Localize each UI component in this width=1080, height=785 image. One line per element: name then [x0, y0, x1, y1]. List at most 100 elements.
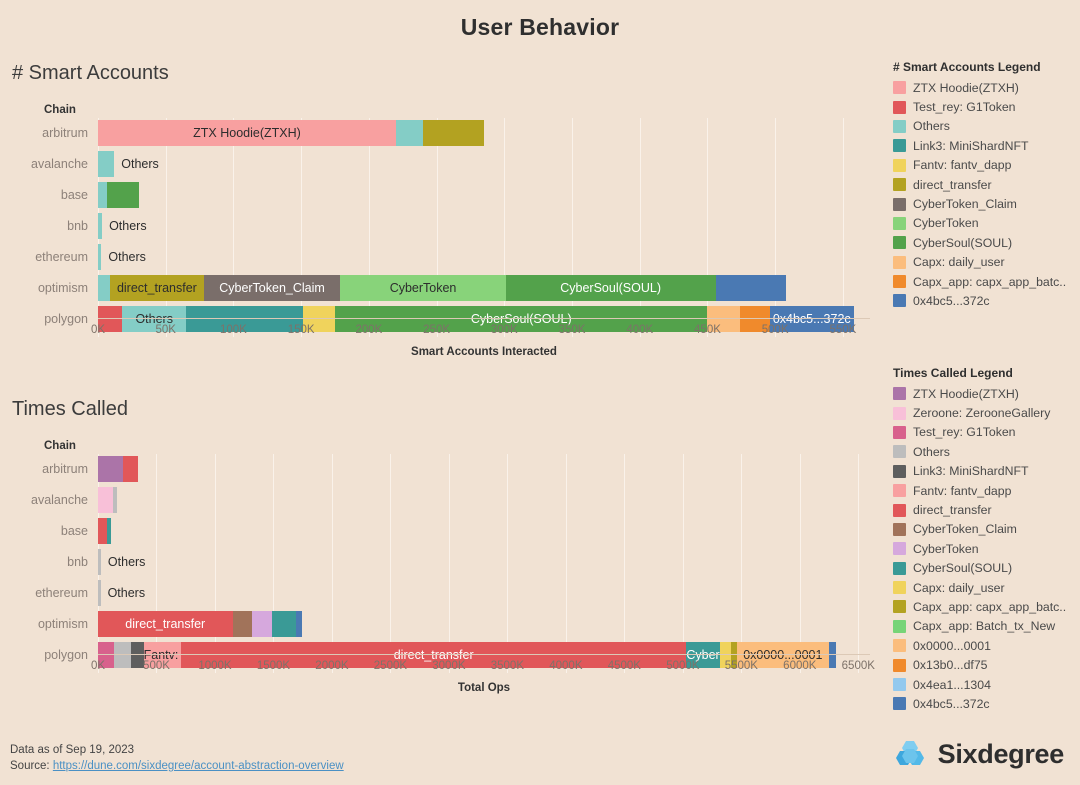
- legend-item[interactable]: Capx: daily_user: [893, 253, 1078, 272]
- bar-row[interactable]: Others: [12, 549, 872, 575]
- bar-segment[interactable]: [271, 611, 297, 637]
- bar-segment[interactable]: [98, 518, 108, 544]
- bar-segment[interactable]: [122, 306, 187, 332]
- bar-segment[interactable]: [340, 275, 506, 301]
- bar-row[interactable]: direct_transfer: [12, 611, 872, 637]
- gridline: [449, 454, 450, 673]
- bar-segment[interactable]: [98, 580, 101, 606]
- legend-item[interactable]: direct_transfer: [893, 500, 1078, 519]
- bar-segment[interactable]: [107, 518, 112, 544]
- bar-segment[interactable]: [829, 642, 837, 668]
- legend-item[interactable]: direct_transfer: [893, 175, 1078, 194]
- bar-row[interactable]: [12, 518, 872, 544]
- legend-item[interactable]: CyberSoul(SOUL): [893, 233, 1078, 252]
- bar-segment[interactable]: [98, 213, 103, 239]
- bar-row[interactable]: Others: [12, 244, 872, 270]
- legend-item-label: Others: [913, 444, 950, 459]
- bar-segment[interactable]: [251, 611, 272, 637]
- bar-segment[interactable]: [707, 306, 740, 332]
- legend-item[interactable]: 0x13b0...df75: [893, 655, 1078, 674]
- bar-segment[interactable]: [302, 306, 335, 332]
- bar-segment[interactable]: [98, 487, 114, 513]
- legend-item[interactable]: CyberSoul(SOUL): [893, 559, 1078, 578]
- bar-segment[interactable]: [131, 642, 144, 668]
- bar-row[interactable]: [12, 182, 872, 208]
- bar-segment[interactable]: [296, 611, 303, 637]
- bar-segment[interactable]: [769, 306, 854, 332]
- legend-item-label: CyberToken: [913, 541, 979, 556]
- x-axis-tick: 3000K: [432, 660, 466, 672]
- bar-segment[interactable]: [113, 642, 132, 668]
- bar-segment[interactable]: [113, 487, 118, 513]
- legend-item[interactable]: CyberToken: [893, 214, 1078, 233]
- bar-row[interactable]: direct_transfer CyberToken_Claim CyberToke…: [12, 275, 872, 301]
- legend-item[interactable]: 0x4bc5...372c: [893, 694, 1078, 713]
- legend-item[interactable]: Others: [893, 117, 1078, 136]
- legend-item[interactable]: 0x4bc5...372c: [893, 291, 1078, 310]
- bar-segment[interactable]: [98, 642, 114, 668]
- bar-segment[interactable]: [143, 642, 182, 668]
- bar-segment[interactable]: [98, 120, 396, 146]
- legend-swatch-icon: [893, 522, 906, 536]
- legend-item[interactable]: Capx_app: Batch_tx_New: [893, 617, 1078, 636]
- legend-item[interactable]: Test_rey: G1Token: [893, 97, 1078, 116]
- legend-item[interactable]: Others: [893, 442, 1078, 461]
- bar-segment[interactable]: [186, 306, 303, 332]
- legend-item[interactable]: 0x0000...0001: [893, 636, 1078, 655]
- legend-item-label: direct_transfer: [913, 503, 992, 518]
- legend-item[interactable]: Capx_app: capx_app_batc..: [893, 272, 1078, 291]
- bar-segment[interactable]: [110, 275, 204, 301]
- bar-segment[interactable]: [98, 275, 111, 301]
- bar-segment[interactable]: [335, 306, 708, 332]
- bar-row[interactable]: Others: [12, 213, 872, 239]
- legend-item[interactable]: Link3: MiniShardNFT: [893, 462, 1078, 481]
- bar-segment[interactable]: [98, 611, 233, 637]
- bar-segment[interactable]: [505, 275, 716, 301]
- legend-item[interactable]: CyberToken_Claim: [893, 194, 1078, 213]
- bar-segment[interactable]: [98, 306, 123, 332]
- legend-item[interactable]: CyberToken_Claim: [893, 520, 1078, 539]
- legend-item-label: Capx: daily_user: [913, 580, 1005, 595]
- legend-item[interactable]: Link3: MiniShardNFT: [893, 136, 1078, 155]
- legend-item[interactable]: Zeroone: ZerooneGallery: [893, 403, 1078, 422]
- bar-segment[interactable]: [98, 151, 115, 177]
- bar-segment[interactable]: [203, 275, 341, 301]
- row-label-ethereum: ethereum: [35, 250, 88, 264]
- bar-segment[interactable]: [181, 642, 687, 668]
- bar-segment[interactable]: [98, 244, 102, 270]
- legend-item[interactable]: Test_rey: G1Token: [893, 423, 1078, 442]
- legend-item[interactable]: ZTX Hoodie(ZTXH): [893, 78, 1078, 97]
- bar-segment[interactable]: [98, 182, 108, 208]
- bar-row[interactable]: [12, 487, 872, 513]
- x-axis-tick: 0K: [90, 660, 106, 672]
- legend-item[interactable]: ZTX Hoodie(ZTXH): [893, 384, 1078, 403]
- legend-item[interactable]: Capx: daily_user: [893, 578, 1078, 597]
- legend-item-label: Test_rey: G1Token: [913, 100, 1016, 115]
- legend-item[interactable]: Fantv: fantv_dapp: [893, 481, 1078, 500]
- bar-segment[interactable]: [720, 642, 732, 668]
- bar-segment[interactable]: [423, 120, 484, 146]
- bar-segment[interactable]: [232, 611, 252, 637]
- bar-segment[interactable]: [686, 642, 721, 668]
- bar-row[interactable]: Others: [12, 580, 872, 606]
- x-axis-tick: 0K: [90, 324, 106, 336]
- bar-segment[interactable]: [739, 306, 770, 332]
- legend-item[interactable]: Fantv: fantv_dapp: [893, 156, 1078, 175]
- bar-segment[interactable]: [395, 120, 424, 146]
- bar-row[interactable]: Others: [12, 151, 872, 177]
- data-as-of-line: Data as of Sep 19, 2023: [10, 742, 344, 758]
- bar-segment[interactable]: [123, 456, 139, 482]
- bar-row[interactable]: [12, 456, 872, 482]
- bar-segment[interactable]: [98, 456, 124, 482]
- legend-item[interactable]: 0x4ea1...1304: [893, 675, 1078, 694]
- legend-item[interactable]: Capx_app: capx_app_batc..: [893, 597, 1078, 616]
- bar-segment[interactable]: [715, 275, 787, 301]
- legend-item[interactable]: CyberToken: [893, 539, 1078, 558]
- bar-segment[interactable]: [107, 182, 139, 208]
- bar-segment[interactable]: [736, 642, 830, 668]
- source-link[interactable]: https://dune.com/sixdegree/account-abstr…: [52, 760, 344, 772]
- bar-row[interactable]: ZTX Hoodie(ZTXH): [12, 120, 872, 146]
- bar-segment[interactable]: [98, 549, 101, 575]
- bar-segment[interactable]: [731, 642, 737, 668]
- legend-item-label: 0x0000...0001: [913, 638, 991, 653]
